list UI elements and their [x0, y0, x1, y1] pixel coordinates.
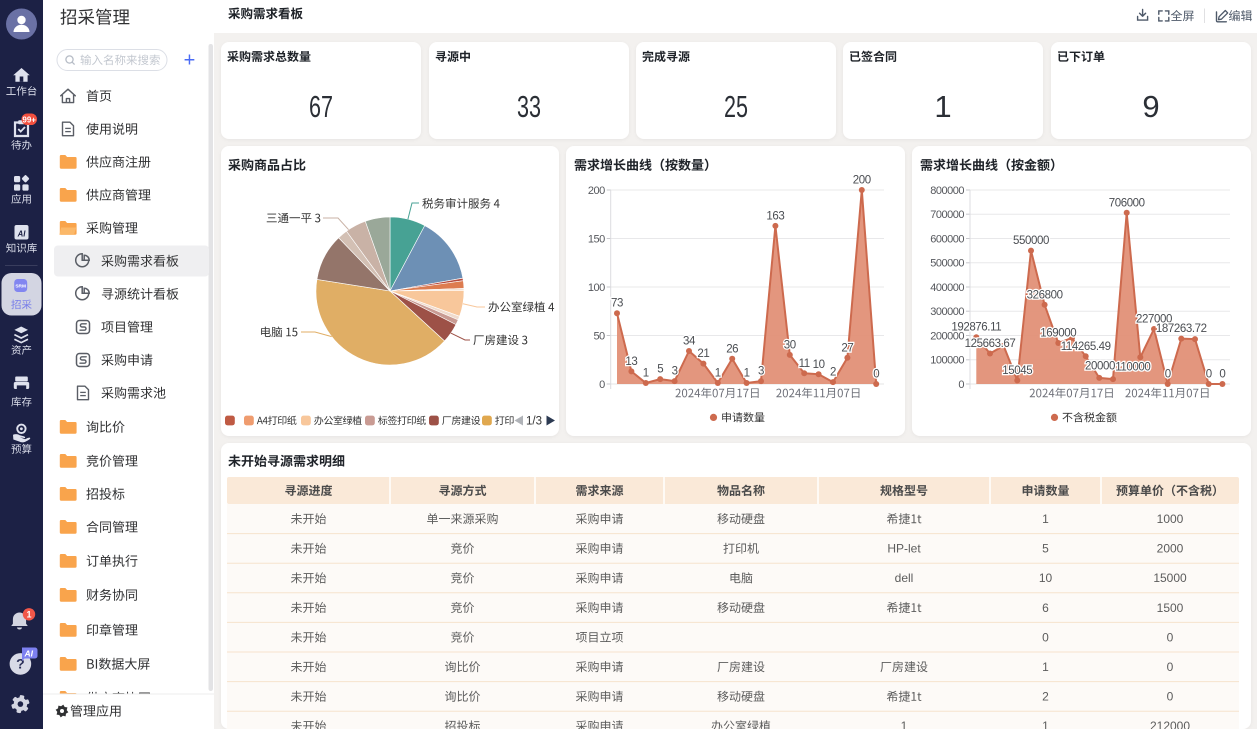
svg-text:13: 13 [625, 356, 637, 368]
svg-text:600000: 600000 [930, 233, 964, 245]
svg-text:150: 150 [588, 233, 605, 245]
svg-text:110000: 110000 [1115, 361, 1150, 373]
svg-text:1: 1 [715, 368, 721, 380]
svg-text:706000: 706000 [1109, 197, 1145, 209]
svg-text:10: 10 [1039, 571, 1053, 585]
svg-text:1: 1 [643, 368, 649, 380]
svg-text:30: 30 [784, 339, 796, 351]
svg-text:1500: 1500 [1157, 601, 1184, 615]
svg-text:0: 0 [958, 379, 964, 391]
svg-text:34: 34 [683, 336, 696, 348]
svg-text:1: 1 [744, 368, 750, 380]
svg-text:AI: AI [23, 649, 33, 659]
svg-text:125663.67: 125663.67 [965, 338, 1016, 350]
svg-text:300000: 300000 [930, 306, 964, 318]
svg-text:0: 0 [1165, 369, 1171, 381]
svg-text:1: 1 [1042, 512, 1049, 526]
svg-text:73: 73 [611, 298, 623, 310]
svg-text:1: 1 [901, 719, 908, 729]
svg-text:212000: 212000 [1150, 719, 1190, 729]
svg-text:5: 5 [1042, 542, 1049, 556]
svg-text:1: 1 [26, 610, 31, 620]
svg-text:1: 1 [1042, 719, 1049, 729]
svg-text:0: 0 [1206, 369, 1212, 381]
svg-text:700000: 700000 [930, 209, 964, 221]
svg-text:400000: 400000 [930, 282, 964, 294]
svg-text:15000: 15000 [1153, 571, 1187, 585]
svg-text:0: 0 [1167, 690, 1174, 704]
svg-text:100000: 100000 [930, 355, 964, 367]
svg-text:2000: 2000 [1157, 542, 1184, 556]
svg-text:0: 0 [1219, 369, 1225, 381]
svg-text:33: 33 [517, 89, 541, 124]
svg-text:550000: 550000 [1013, 235, 1049, 247]
svg-text:9: 9 [1142, 89, 1159, 124]
svg-text:6: 6 [1042, 601, 1049, 615]
svg-text:25: 25 [724, 89, 748, 124]
svg-text:0: 0 [1167, 660, 1174, 674]
svg-text:SRM: SRM [15, 284, 26, 290]
svg-text:2: 2 [830, 367, 836, 379]
svg-text:227000: 227000 [1136, 314, 1172, 326]
svg-text:?: ? [16, 656, 25, 672]
svg-text:27: 27 [841, 342, 853, 354]
svg-text:AI: AI [17, 230, 27, 239]
svg-text:dell: dell [895, 571, 914, 585]
svg-text:114265.49: 114265.49 [1061, 341, 1111, 353]
svg-text:67: 67 [309, 89, 333, 124]
svg-text:20000: 20000 [1085, 361, 1115, 373]
svg-text:10: 10 [813, 359, 825, 371]
svg-text:200: 200 [853, 175, 871, 187]
svg-text:0: 0 [1042, 630, 1049, 644]
svg-text:21: 21 [697, 348, 709, 360]
svg-text:500000: 500000 [930, 258, 964, 270]
svg-text:1: 1 [1042, 660, 1049, 674]
svg-text:26: 26 [726, 343, 738, 355]
svg-text:5: 5 [657, 364, 663, 376]
svg-text:2: 2 [1042, 690, 1049, 704]
svg-text:326800: 326800 [1027, 289, 1063, 301]
svg-text:1: 1 [934, 89, 951, 124]
svg-text:200: 200 [588, 185, 605, 197]
svg-text:200000: 200000 [930, 330, 964, 342]
svg-text:0: 0 [1167, 630, 1174, 644]
svg-text:169000: 169000 [1040, 328, 1076, 340]
svg-text:HP-let: HP-let [887, 542, 921, 556]
svg-text:+: + [184, 50, 196, 72]
svg-text:163: 163 [766, 210, 784, 222]
svg-text:1000: 1000 [1157, 512, 1184, 526]
svg-text:50: 50 [593, 330, 605, 342]
svg-text:11: 11 [799, 358, 810, 370]
svg-text:192876.11: 192876.11 [951, 322, 1001, 334]
svg-text:3: 3 [672, 366, 678, 378]
svg-text:187263.72: 187263.72 [1156, 323, 1207, 335]
svg-text:0: 0 [599, 379, 605, 391]
svg-text:100: 100 [588, 282, 605, 294]
svg-text:0: 0 [873, 369, 879, 381]
svg-text:1/3: 1/3 [526, 416, 542, 428]
svg-text:3: 3 [758, 366, 764, 378]
svg-text:800000: 800000 [930, 185, 964, 197]
svg-text:15045: 15045 [1002, 365, 1032, 377]
svg-text:99+: 99+ [22, 115, 36, 124]
